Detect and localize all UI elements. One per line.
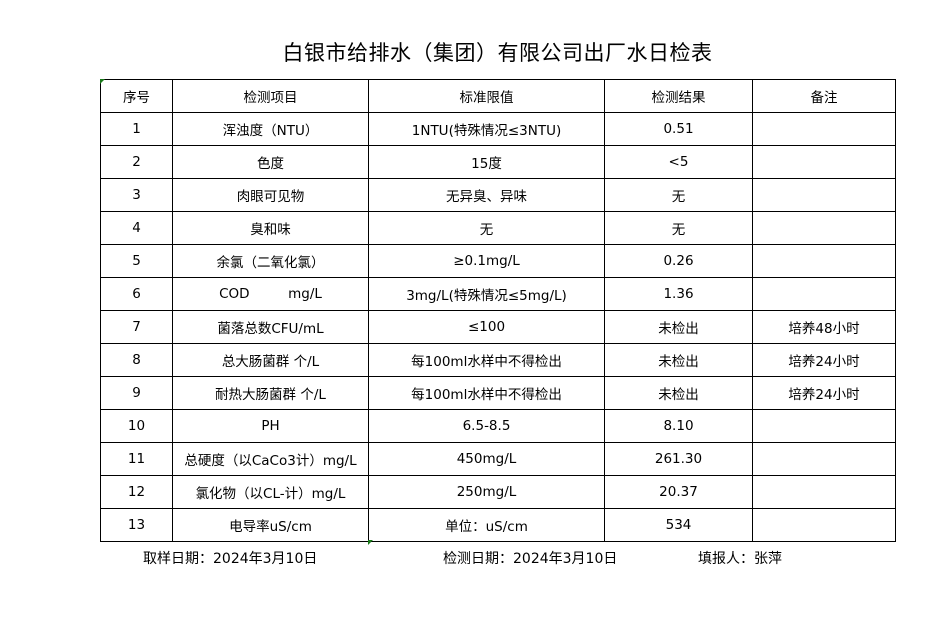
table-row: 8 总大肠菌群 个/L 每100ml水样中不得检出 未检出 培养24小时: [100, 343, 896, 377]
cell-index[interactable]: 1: [100, 112, 173, 146]
cell-item[interactable]: 浑浊度（NTU）: [172, 112, 369, 146]
cell-limit[interactable]: 单位：uS/cm: [368, 508, 605, 542]
cell-remark[interactable]: [752, 244, 896, 278]
cell-item[interactable]: 肉眼可见物: [172, 178, 369, 212]
cell-index[interactable]: 13: [100, 508, 173, 542]
cell-remark[interactable]: [752, 442, 896, 476]
cell-index[interactable]: 11: [100, 442, 173, 476]
cell-item[interactable]: PH: [172, 409, 369, 443]
cell-item[interactable]: 总硬度（以CaCo3计）mg/L: [172, 442, 369, 476]
table-row: 12 氯化物（以CL-计）mg/L 250mg/L 20.37: [100, 475, 896, 509]
cell-index[interactable]: 6: [100, 277, 173, 311]
cell-limit[interactable]: 每100ml水样中不得检出: [368, 376, 605, 410]
table-row: 6 COD mg/L 3mg/L(特殊情况≤5mg/L) 1.36: [100, 277, 896, 311]
header-result[interactable]: 检测结果: [604, 79, 753, 113]
cell-limit[interactable]: 15度: [368, 145, 605, 179]
cell-item[interactable]: 余氯（二氧化氯）: [172, 244, 369, 278]
table-header-row: 序号 检测项目 标准限值 检测结果 备注: [100, 79, 896, 113]
cell-index[interactable]: 12: [100, 475, 173, 509]
filled-by: 填报人：张萍: [698, 551, 782, 567]
cell-index[interactable]: 7: [100, 310, 173, 344]
cell-result[interactable]: 未检出: [604, 310, 753, 344]
table-row: 4 臭和味无无: [100, 211, 896, 245]
cell-index[interactable]: 2: [100, 145, 173, 179]
table-row: 10 PH 6.5-8.5 8.10: [100, 409, 896, 443]
header-index[interactable]: 序号: [100, 79, 173, 113]
cell-limit[interactable]: 250mg/L: [368, 475, 605, 509]
table-row: 9 耐热大肠菌群 个/L 每100ml水样中不得检出 未检出 培养24小时: [100, 376, 896, 410]
cell-index[interactable]: 10: [100, 409, 173, 443]
cell-item[interactable]: 耐热大肠菌群 个/L: [172, 376, 369, 410]
table-row: 1 浑浊度（NTU） 1NTU(特殊情况≤3NTU) 0.51: [100, 112, 896, 146]
inspection-table: 序号 检测项目 标准限值 检测结果 备注 1 浑浊度（NTU） 1NTU(特殊情况≤…: [100, 79, 896, 542]
cell-result[interactable]: 0.51: [604, 112, 753, 146]
cell-remark[interactable]: [752, 178, 896, 212]
table-row: 11 总硬度（以CaCo3计）mg/L 450mg/L 261.30: [100, 442, 896, 476]
cell-result[interactable]: 未检出: [604, 343, 753, 377]
cell-item[interactable]: 总大肠菌群 个/L: [172, 343, 369, 377]
cell-limit[interactable]: 每100ml水样中不得检出: [368, 343, 605, 377]
cell-remark[interactable]: 培养24小时: [752, 376, 896, 410]
cell-item[interactable]: 色度: [172, 145, 369, 179]
table-row: 3 肉眼可见物 无异臭、异味无: [100, 178, 896, 212]
table-row: 13 电导率uS/cm 单位：uS/cm 534: [100, 508, 896, 542]
cell-result[interactable]: 未检出: [604, 376, 753, 410]
header-item[interactable]: 检测项目: [172, 79, 369, 113]
cell-remark[interactable]: 培养24小时: [752, 343, 896, 377]
cell-result[interactable]: <5: [604, 145, 753, 179]
cell-index[interactable]: 3: [100, 178, 173, 212]
cell-item[interactable]: COD mg/L: [172, 277, 369, 311]
table-row: 2 色度 15度 <5: [100, 145, 896, 179]
cell-index[interactable]: 9: [100, 376, 173, 410]
header-limit[interactable]: 标准限值: [368, 79, 605, 113]
page-title: 白银市给排水（集团）有限公司出厂水日检表: [282, 41, 713, 65]
cell-result[interactable]: 534: [604, 508, 753, 542]
cell-remark[interactable]: [752, 508, 896, 542]
cell-remark[interactable]: [752, 277, 896, 311]
cell-limit[interactable]: ≥0.1mg/L: [368, 244, 605, 278]
cell-marker-icon: [368, 540, 373, 545]
cell-remark[interactable]: [752, 145, 896, 179]
cell-item[interactable]: 氯化物（以CL-计）mg/L: [172, 475, 369, 509]
cell-remark[interactable]: [752, 409, 896, 443]
cell-item[interactable]: 电导率uS/cm: [172, 508, 369, 542]
cell-item[interactable]: 菌落总数CFU/mL: [172, 310, 369, 344]
header-remark[interactable]: 备注: [752, 79, 896, 113]
cell-limit[interactable]: 450mg/L: [368, 442, 605, 476]
cell-remark[interactable]: 培养48小时: [752, 310, 896, 344]
cell-limit[interactable]: ≤100: [368, 310, 605, 344]
cell-result[interactable]: 261.30: [604, 442, 753, 476]
cell-result[interactable]: 20.37: [604, 475, 753, 509]
cell-remark[interactable]: [752, 112, 896, 146]
cell-limit[interactable]: 无异臭、异味: [368, 178, 605, 212]
table-row: 5 余氯（二氧化氯） ≥0.1mg/L 0.26: [100, 244, 896, 278]
cell-result[interactable]: 1.36: [604, 277, 753, 311]
cell-index[interactable]: 4: [100, 211, 173, 245]
cell-remark[interactable]: [752, 211, 896, 245]
cell-limit[interactable]: 1NTU(特殊情况≤3NTU): [368, 112, 605, 146]
table-row: 7 菌落总数CFU/mL ≤100 未检出 培养48小时: [100, 310, 896, 344]
cell-limit[interactable]: 无: [368, 211, 605, 245]
test-date: 检测日期：2024年3月10日: [443, 551, 618, 567]
cell-index[interactable]: 5: [100, 244, 173, 278]
cell-result[interactable]: 0.26: [604, 244, 753, 278]
cell-remark[interactable]: [752, 475, 896, 509]
cell-result[interactable]: 8.10: [604, 409, 753, 443]
cell-item[interactable]: 臭和味: [172, 211, 369, 245]
sampling-date: 取样日期：2024年3月10日: [143, 551, 318, 567]
cell-limit[interactable]: 6.5-8.5: [368, 409, 605, 443]
cell-limit[interactable]: 3mg/L(特殊情况≤5mg/L): [368, 277, 605, 311]
cell-index[interactable]: 8: [100, 343, 173, 377]
cell-result[interactable]: 无: [604, 211, 753, 245]
cell-result[interactable]: 无: [604, 178, 753, 212]
cell-marker-icon: [100, 79, 105, 84]
